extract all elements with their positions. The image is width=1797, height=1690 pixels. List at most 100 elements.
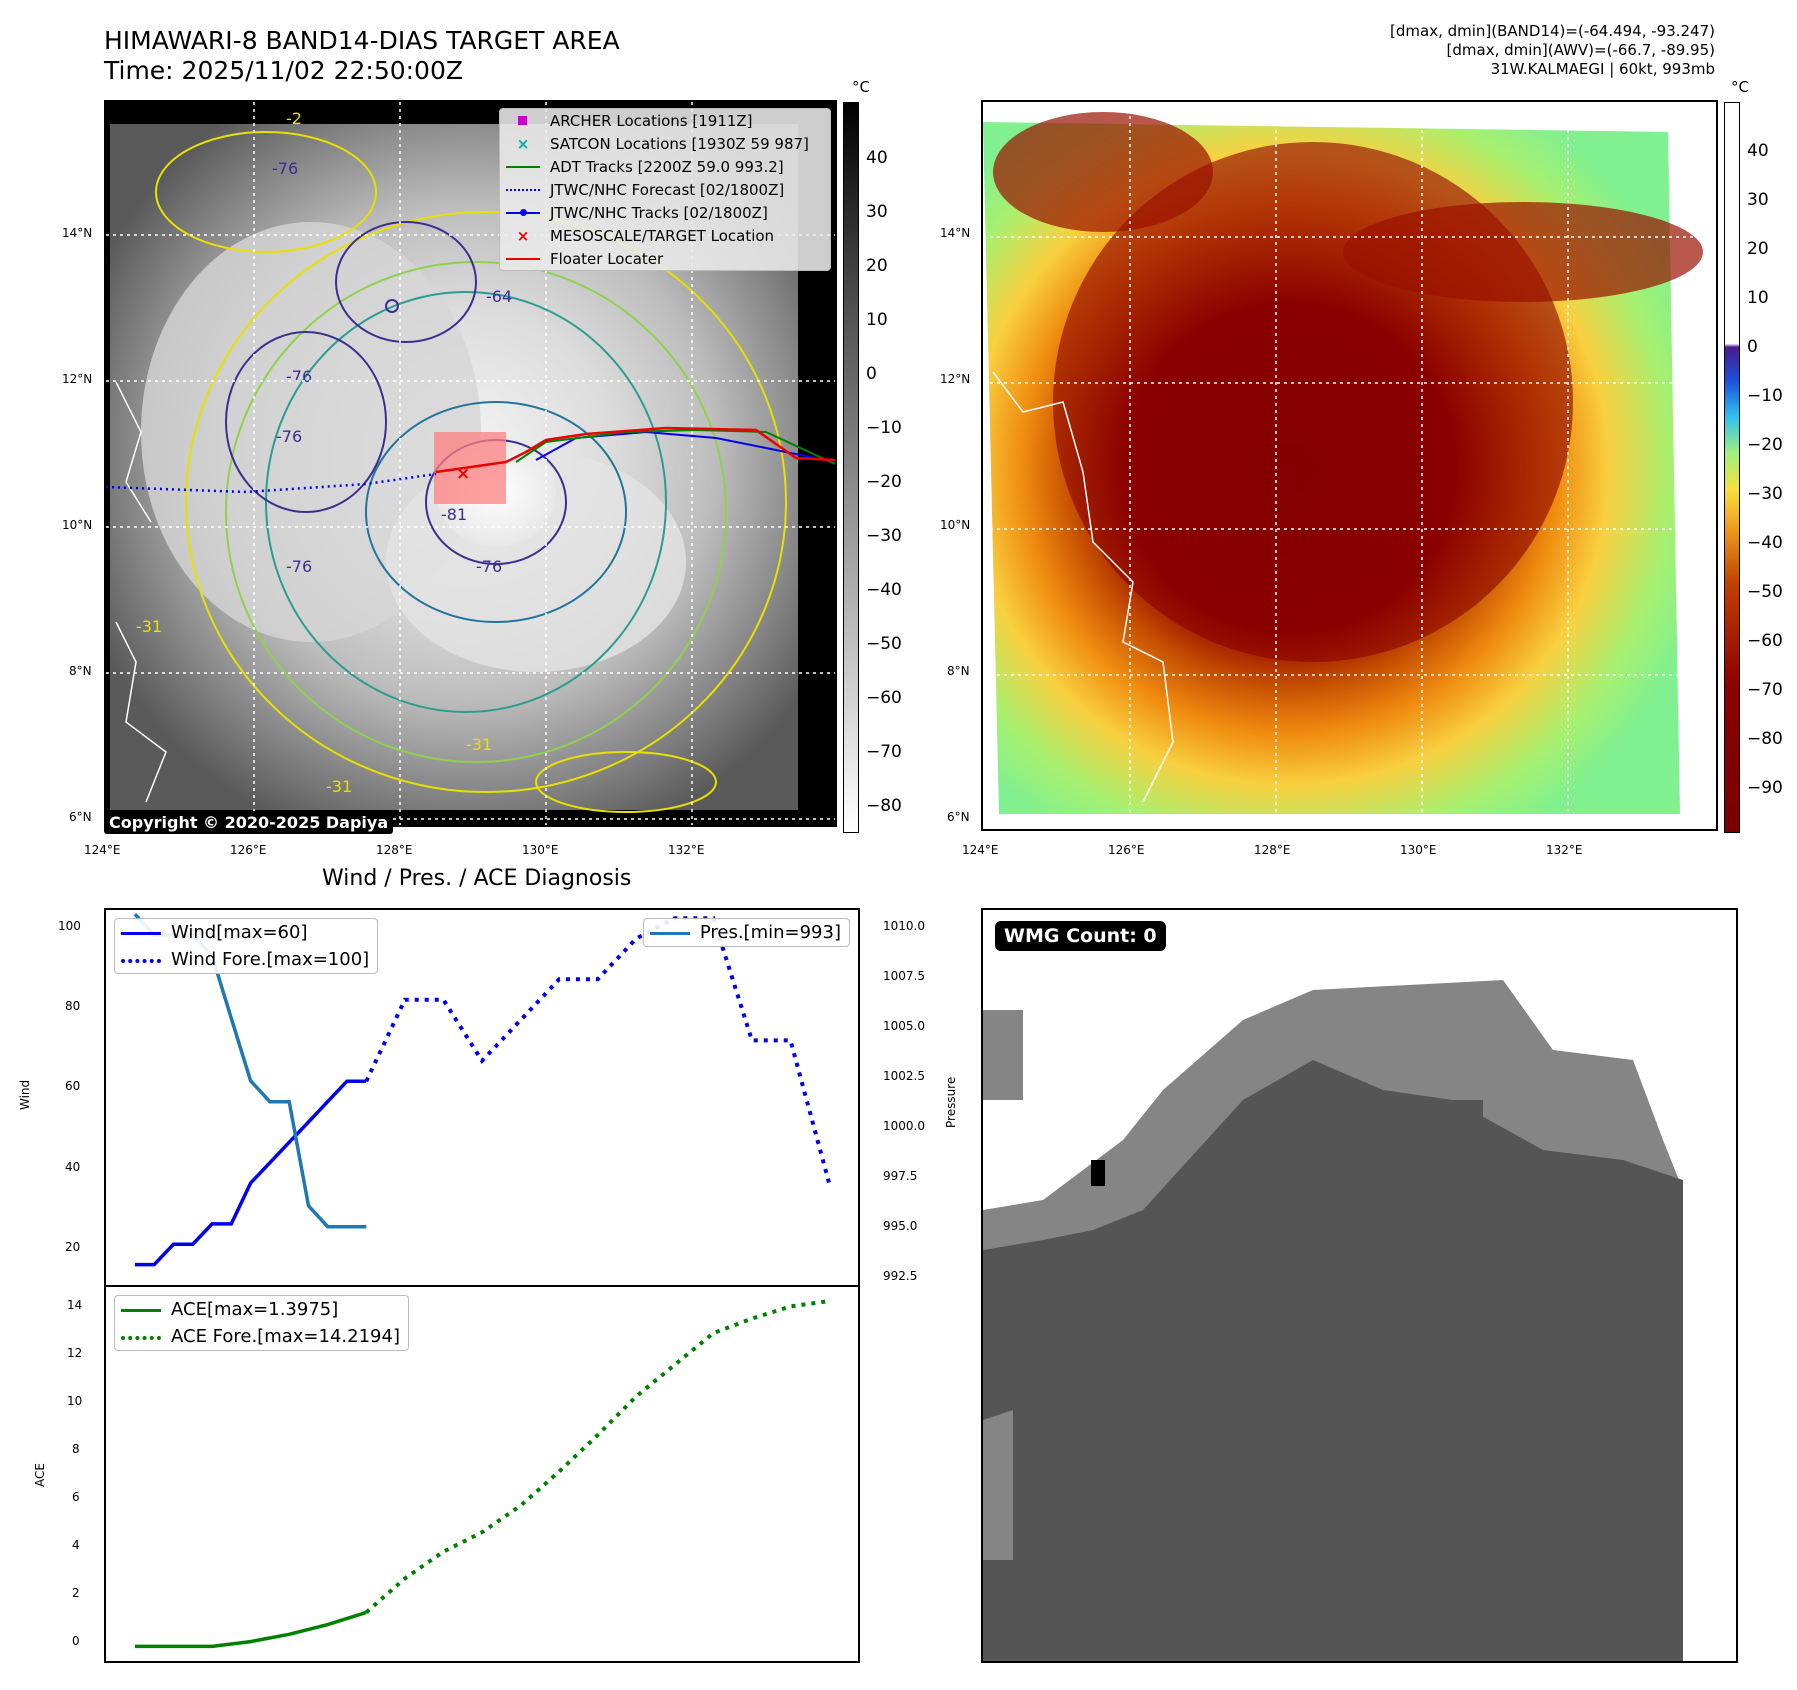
color-cb-tick: 30: [1747, 190, 1769, 210]
wmg-panel: [981, 908, 1738, 1663]
gray-cb-tick: −10: [866, 418, 902, 438]
series-line-wind-fore: [364, 916, 832, 1184]
ace-plot: [134, 1299, 830, 1649]
gray-cb-tick: −20: [866, 472, 902, 492]
lat-label: 14°N: [62, 226, 93, 240]
temperature-contours: [155, 131, 787, 813]
color-cb-tick: 10: [1747, 288, 1769, 308]
contour-label: -76: [286, 367, 312, 386]
series-line-ace: [134, 1610, 367, 1649]
info-awv-range: [dmax, dmin](AWV)=(-66.7, -89.95): [1446, 41, 1715, 59]
contour-label: -76: [276, 427, 302, 446]
lon-label: 132°E: [668, 843, 705, 857]
contour-31-north: [155, 131, 377, 253]
gray-cb-tick: 0: [866, 364, 877, 384]
legend-archer: ARCHER Locations [1911Z]: [500, 109, 830, 132]
contour-label: -76: [286, 557, 312, 576]
storm-info: [dmax, dmin](BAND14)=(-64.494, -93.247) …: [1390, 22, 1715, 79]
lat-label: 6°N: [69, 810, 92, 824]
wind-pressure-panel: Wind[max=60] Wind Fore.[max=100] Pres.[m…: [104, 908, 860, 1287]
contour-label: -31: [466, 735, 492, 754]
wind-tick: 80: [65, 999, 81, 1013]
gray-colorbar: [843, 102, 859, 833]
wmg-black-cell: [1091, 1160, 1105, 1186]
ace-tick: 4: [72, 1538, 80, 1552]
gray-cb-tick: 10: [866, 310, 888, 330]
contour-label: -64: [486, 287, 512, 306]
lon-label: 124°E: [84, 843, 121, 857]
color-cb-tick: −60: [1747, 631, 1783, 651]
gray-cb-tick: 30: [866, 202, 888, 222]
color-cb-tick: −80: [1747, 729, 1783, 749]
color-cb-tick: −20: [1747, 435, 1783, 455]
color-cb-tick: −30: [1747, 484, 1783, 504]
contour-outer-green: [225, 261, 727, 763]
color-ir-canvas: [983, 102, 1716, 829]
contour-label-group: -76 -64 -76 -76 -76 -81 -76 -31 -31 -31 …: [136, 109, 512, 796]
ace-tick: 8: [72, 1442, 80, 1456]
legend-jtwc-forecast: JTWC/NHC Forecast [02/1800Z]: [500, 178, 830, 201]
grayscale-ir-map: -76 -64 -76 -76 -76 -81 -76 -31 -31 -31 …: [104, 100, 837, 827]
ace-tick: 12: [67, 1346, 83, 1360]
contour-31-outer: [185, 211, 787, 793]
color-cb-tick: 40: [1747, 141, 1769, 161]
ace-axis-label: ACE: [33, 1463, 47, 1487]
map-legend: ARCHER Locations [1911Z] × SATCON Locati…: [499, 108, 831, 271]
color-cb-tick: 0: [1747, 337, 1758, 357]
figure-title: HIMAWARI-8 BAND14-DIAS TARGET AREA Time:…: [104, 26, 620, 86]
lat-label: 12°N: [62, 372, 93, 386]
lon-label: 128°E: [376, 843, 413, 857]
ace-legend: ACE[max=1.3975] ACE Fore.[max=14.2194]: [114, 1295, 409, 1351]
contour-label: -76: [476, 557, 502, 576]
eye-marker: [385, 299, 399, 313]
wind-tick: 60: [65, 1079, 81, 1093]
ace-tick: 2: [72, 1586, 80, 1600]
pressure-tick: 1002.5: [883, 1069, 925, 1083]
outer-band-north: [1343, 202, 1703, 302]
contour-label: -2: [286, 109, 302, 128]
legend-ace-forecast: ACE Fore.[max=14.2194]: [115, 1323, 408, 1350]
lon-label: 132°E: [1546, 843, 1583, 857]
lat-label: 12°N: [940, 372, 971, 386]
contour-blue: [365, 401, 627, 623]
pressure-tick: 995.0: [883, 1219, 918, 1233]
coastline-samar: [115, 381, 152, 523]
color-cb-tick: −10: [1747, 386, 1783, 406]
legend-pressure: Pres.[min=993]: [644, 919, 849, 946]
lat-label: 6°N: [947, 810, 970, 824]
lon-label: 126°E: [230, 843, 267, 857]
gray-cb-tick: 20: [866, 256, 888, 276]
lat-label: 8°N: [69, 664, 92, 678]
wmg-gray-strip: [983, 1410, 1013, 1560]
coastline-philippines: [992, 371, 1174, 803]
diagnosis-title: Wind / Pres. / ACE Diagnosis: [322, 866, 632, 891]
ace-tick: 10: [67, 1394, 83, 1408]
gray-cb-tick: 40: [866, 148, 888, 168]
pressure-tick: 1007.5: [883, 969, 925, 983]
ace-panel: ACE[max=1.3975] ACE Fore.[max=14.2194]: [104, 1285, 860, 1663]
legend-floater: Floater Locater: [500, 247, 830, 270]
pressure-tick: 1000.0: [883, 1119, 925, 1133]
info-storm-name: 31W.KALMAEGI | 60kt, 993mb: [1490, 60, 1715, 78]
gray-cb-tick: −60: [866, 688, 902, 708]
wind-tick: 20: [65, 1240, 81, 1254]
legend-wind-forecast: Wind Fore.[max=100]: [115, 946, 377, 973]
color-colorbar-unit: °C: [1731, 78, 1749, 96]
wind-axis-label: Wind: [18, 1079, 32, 1110]
title-line-satellite: HIMAWARI-8 BAND14-DIAS TARGET AREA: [104, 26, 620, 55]
pressure-legend: Pres.[min=993]: [642, 918, 850, 947]
pressure-axis-label: Pressure: [944, 1076, 958, 1128]
legend-satcon: × SATCON Locations [1930Z 59 987]: [516, 134, 809, 153]
copyright-badge: Copyright © 2020-2025 Dapiya: [104, 811, 394, 834]
gray-cb-tick: −80: [866, 796, 902, 816]
lon-label: 130°E: [1400, 843, 1437, 857]
floater-locater-track: [435, 426, 835, 474]
legend-mesoscale: × MESOSCALE/TARGET Location: [516, 226, 775, 245]
color-ir-map: [981, 100, 1718, 831]
lat-label: 8°N: [947, 664, 970, 678]
legend-jtwc-tracks: JTWC/NHC Tracks [02/1800Z]: [500, 201, 830, 224]
pressure-tick: 992.5: [883, 1269, 918, 1283]
wmg-gray-patch: [983, 1010, 1023, 1100]
color-cb-tick: −40: [1747, 533, 1783, 553]
series-line-ace-fore: [364, 1299, 830, 1614]
